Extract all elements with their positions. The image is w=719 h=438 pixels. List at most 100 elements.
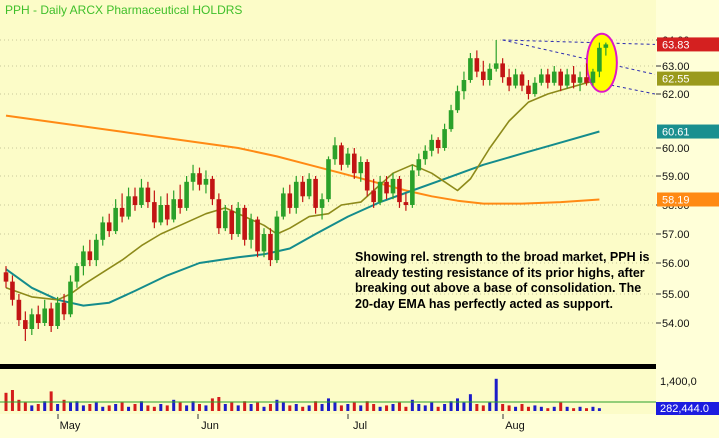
candle: [564, 68, 570, 89]
volume-bar: [546, 408, 550, 411]
candle: [403, 193, 409, 211]
candle: [126, 187, 131, 220]
volume-bar: [410, 399, 414, 411]
candle: [319, 193, 325, 220]
highlight-ellipse: [585, 32, 618, 93]
volume-bar: [397, 402, 401, 411]
volume-bar: [165, 405, 169, 411]
svg-text:60.61: 60.61: [662, 127, 690, 139]
volume-bar: [514, 406, 518, 411]
candle: [590, 68, 596, 86]
volume-bar: [107, 405, 111, 411]
candle: [119, 193, 125, 223]
candle: [306, 173, 312, 200]
volume-bar: [127, 406, 131, 411]
volume-bar: [352, 402, 356, 411]
candle: [364, 159, 370, 197]
volume-bar: [365, 401, 369, 411]
volume-bar: [281, 402, 285, 411]
volume-bar: [456, 398, 459, 411]
candle: [422, 145, 428, 165]
candle: [132, 187, 138, 211]
candle: [203, 170, 209, 194]
candle: [68, 275, 73, 318]
candle: [519, 71, 525, 92]
volume-bar: [417, 404, 421, 411]
volume-bar: [378, 406, 382, 411]
volume-bar: [327, 398, 330, 411]
y-tick-label: 60.00: [662, 143, 690, 155]
volume-bar: [191, 401, 195, 411]
x-tick-label: Aug: [505, 420, 525, 432]
volume-bar: [449, 401, 453, 411]
candle: [184, 176, 189, 211]
volume-bar: [17, 399, 21, 411]
candle: [145, 181, 151, 208]
candle: [261, 228, 267, 258]
candle: [571, 66, 576, 89]
chart-title: PPH - Daily ARCX Pharmaceutical HOLDRS: [5, 3, 242, 17]
volume-bar: [243, 401, 247, 411]
volume-bar: [404, 406, 408, 411]
candle: [152, 190, 157, 229]
volume-bar: [43, 401, 47, 411]
volume-bar: [462, 402, 466, 411]
volume-bar: [385, 405, 389, 411]
volume-bar: [101, 406, 105, 411]
resistance-line: [502, 39, 656, 75]
volume-bar: [488, 402, 492, 411]
candle: [223, 205, 228, 232]
candle: [293, 176, 299, 214]
candle: [474, 50, 480, 78]
candle: [29, 308, 35, 335]
svg-text:282,444.0: 282,444.0: [660, 403, 709, 415]
candle: [384, 176, 389, 200]
price-tag: 62.55: [657, 71, 719, 86]
volume-bar: [152, 406, 156, 411]
candle: [106, 213, 112, 237]
candle: [255, 216, 260, 258]
volume-bar: [262, 406, 266, 411]
volume-bar: [359, 405, 363, 411]
candle: [164, 193, 170, 226]
volume-bar: [520, 404, 524, 411]
candle: [16, 294, 22, 326]
y-tick-label: 57.00: [662, 229, 690, 241]
candle: [229, 205, 235, 240]
candle: [493, 40, 499, 72]
candle: [506, 68, 512, 92]
volume-bar: [256, 402, 260, 411]
y-tick-label: 62.00: [662, 89, 690, 101]
volume-bar: [217, 397, 221, 411]
ema20-path: [5, 79, 600, 301]
candle: [177, 184, 183, 214]
volume-bar: [288, 405, 292, 411]
candle: [48, 302, 54, 332]
candle: [532, 77, 538, 97]
price-tag: 63.83: [657, 37, 719, 52]
candle: [216, 193, 222, 234]
volume-bar: [210, 398, 214, 411]
ema200-line: [5, 114, 600, 205]
volume-bar: [88, 404, 92, 411]
volume-bar: [526, 406, 530, 411]
candle: [455, 85, 460, 113]
volume-bar: [468, 394, 472, 411]
candle: [468, 53, 473, 83]
candle: [190, 164, 196, 191]
volume-bar: [333, 402, 337, 411]
y-tick-label: 59.00: [662, 171, 690, 183]
volume-bar: [178, 402, 182, 411]
x-axis: May Jun Jul Aug: [57, 414, 525, 432]
volume-bar: [172, 399, 176, 411]
candle: [281, 187, 286, 220]
candle: [287, 184, 293, 214]
annotation-text: Showing rel. strength to the broad marke…: [355, 250, 650, 311]
volume-bar: [159, 404, 163, 411]
volume-bar: [552, 406, 556, 411]
volume-bar: [236, 405, 240, 411]
candle: [300, 176, 305, 203]
candle: [435, 137, 441, 154]
volume-bar: [49, 391, 53, 411]
